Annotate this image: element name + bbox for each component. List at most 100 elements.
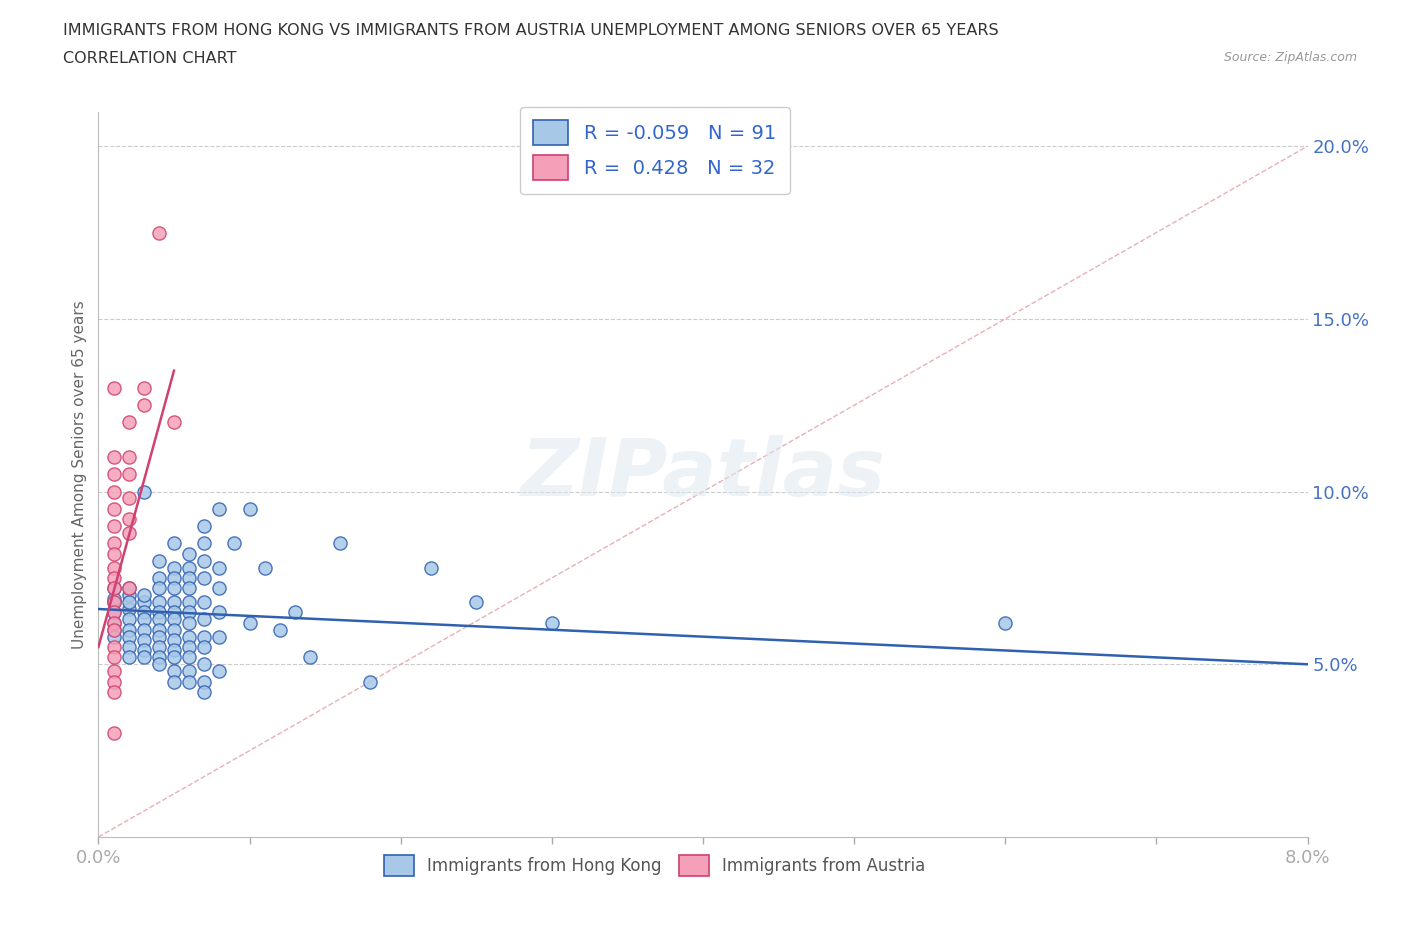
Point — [179, 630, 201, 644]
Point — [239, 501, 262, 516]
Point — [540, 616, 562, 631]
Point — [132, 622, 155, 637]
Point — [103, 650, 125, 665]
Point — [118, 602, 141, 617]
Point — [118, 612, 141, 627]
Point — [208, 581, 231, 596]
Point — [103, 570, 125, 585]
Point — [103, 664, 125, 679]
Y-axis label: Unemployment Among Seniors over 65 years: Unemployment Among Seniors over 65 years — [72, 300, 87, 649]
Point — [118, 630, 141, 644]
Point — [179, 594, 201, 609]
Text: CORRELATION CHART: CORRELATION CHART — [63, 51, 236, 66]
Point — [103, 380, 125, 395]
Text: ZIPatlas: ZIPatlas — [520, 435, 886, 513]
Point — [179, 650, 201, 665]
Point — [103, 726, 125, 741]
Point — [132, 650, 155, 665]
Point — [103, 605, 125, 620]
Point — [103, 622, 125, 637]
Point — [118, 581, 141, 596]
Point — [360, 674, 382, 689]
Point — [118, 415, 141, 430]
Point — [148, 570, 170, 585]
Point — [269, 622, 291, 637]
Text: IMMIGRANTS FROM HONG KONG VS IMMIGRANTS FROM AUSTRIA UNEMPLOYMENT AMONG SENIORS : IMMIGRANTS FROM HONG KONG VS IMMIGRANTS … — [63, 23, 998, 38]
Point — [193, 594, 215, 609]
Point — [132, 380, 155, 395]
Point — [148, 225, 170, 240]
Point — [994, 616, 1017, 631]
Point — [103, 501, 125, 516]
Point — [148, 640, 170, 655]
Point — [193, 640, 215, 655]
Point — [179, 616, 201, 631]
Point — [208, 664, 231, 679]
Point — [179, 570, 201, 585]
Point — [179, 546, 201, 561]
Point — [132, 612, 155, 627]
Point — [163, 560, 186, 575]
Point — [208, 501, 231, 516]
Point — [118, 467, 141, 482]
Point — [118, 594, 141, 609]
Point — [239, 616, 262, 631]
Point — [465, 594, 488, 609]
Point — [103, 449, 125, 464]
Point — [103, 594, 125, 609]
Point — [163, 622, 186, 637]
Point — [148, 622, 170, 637]
Point — [118, 640, 141, 655]
Point — [179, 605, 201, 620]
Point — [103, 684, 125, 699]
Point — [148, 581, 170, 596]
Point — [103, 622, 125, 637]
Point — [193, 553, 215, 568]
Point — [148, 605, 170, 620]
Point — [103, 467, 125, 482]
Point — [163, 643, 186, 658]
Point — [148, 657, 170, 671]
Point — [193, 536, 215, 551]
Point — [103, 594, 125, 609]
Point — [163, 612, 186, 627]
Text: Source: ZipAtlas.com: Source: ZipAtlas.com — [1223, 51, 1357, 64]
Point — [148, 612, 170, 627]
Point — [179, 640, 201, 655]
Point — [163, 674, 186, 689]
Legend: Immigrants from Hong Kong, Immigrants from Austria: Immigrants from Hong Kong, Immigrants fr… — [377, 848, 932, 884]
Point — [179, 581, 201, 596]
Point — [193, 674, 215, 689]
Point — [253, 560, 276, 575]
Point — [163, 536, 186, 551]
Point — [148, 594, 170, 609]
Point — [118, 491, 141, 506]
Point — [103, 485, 125, 499]
Point — [132, 594, 155, 609]
Point — [103, 640, 125, 655]
Point — [163, 415, 186, 430]
Point — [132, 605, 155, 620]
Point — [118, 581, 141, 596]
Point — [103, 581, 125, 596]
Point — [118, 588, 141, 603]
Point — [103, 546, 125, 561]
Point — [103, 581, 125, 596]
Point — [103, 591, 125, 606]
Point — [193, 657, 215, 671]
Point — [329, 536, 352, 551]
Point — [224, 536, 246, 551]
Point — [118, 512, 141, 526]
Point — [208, 560, 231, 575]
Point — [118, 650, 141, 665]
Point — [208, 605, 231, 620]
Point — [103, 560, 125, 575]
Point — [103, 616, 125, 631]
Point — [299, 650, 322, 665]
Point — [118, 449, 141, 464]
Point — [118, 525, 141, 540]
Point — [132, 588, 155, 603]
Point — [208, 630, 231, 644]
Point — [179, 674, 201, 689]
Point — [132, 632, 155, 647]
